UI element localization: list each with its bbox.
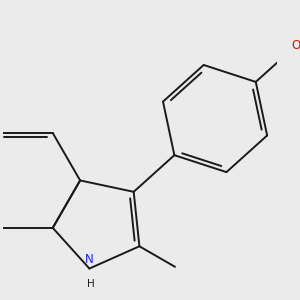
Text: O: O xyxy=(292,39,300,52)
Text: N: N xyxy=(85,253,94,266)
Text: H: H xyxy=(87,279,95,289)
